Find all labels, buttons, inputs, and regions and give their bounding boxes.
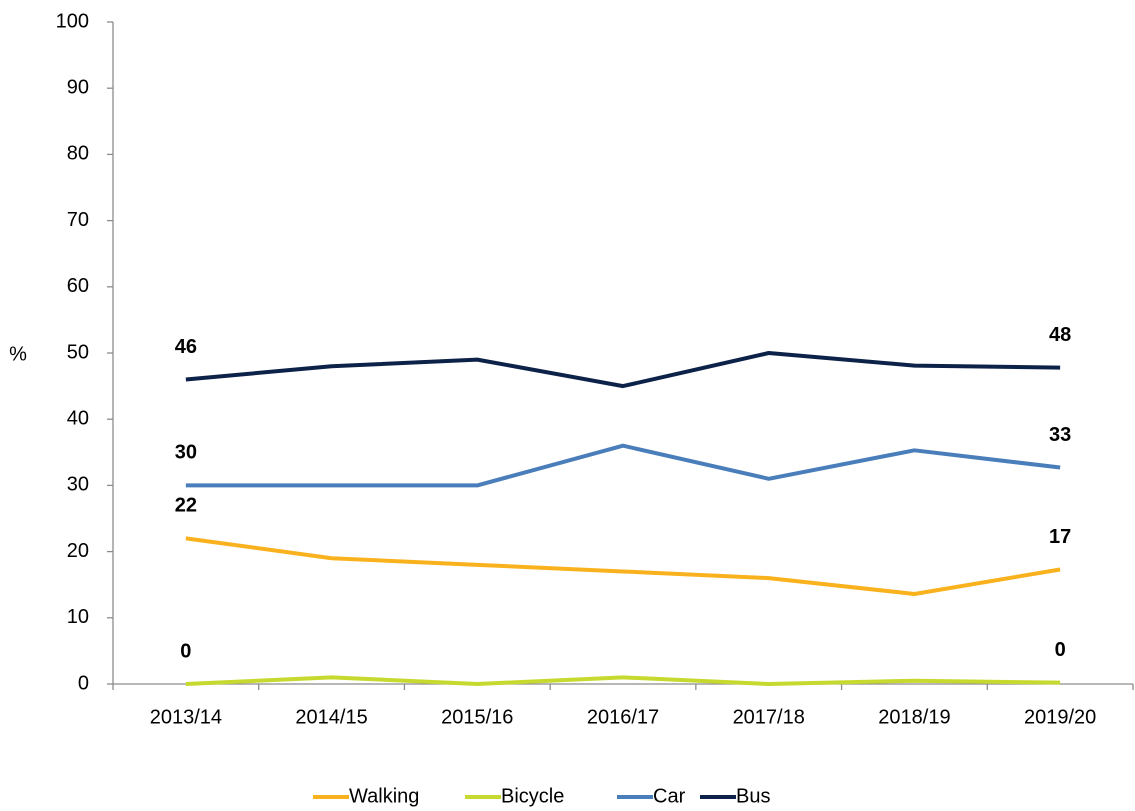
x-tick-label: 2017/18 [733,706,805,728]
legend-label: Car [653,785,686,807]
x-tick-label: 2015/16 [441,706,513,728]
series-line [185,351,1061,389]
data-label: 22 [175,495,197,517]
y-tick-label: 10 [67,606,89,628]
x-tick-label: 2016/17 [587,706,659,728]
data-label: 0 [1055,639,1066,661]
y-tick-label: 100 [56,10,89,32]
series-line [185,536,1061,596]
data-label: 46 [175,336,197,358]
y-tick-label: 30 [67,474,89,496]
x-tick-label: 2013/14 [150,706,222,728]
y-axis-label: % [9,343,27,365]
y-tick-label: 50 [67,341,89,363]
y-tick-label: 60 [67,275,89,297]
legend-label: Bicycle [501,785,564,807]
legend-label: Walking [349,785,419,807]
y-tick-label: 20 [67,540,89,562]
data-label: 30 [175,442,197,464]
data-label: 17 [1049,526,1071,548]
data-label: 33 [1049,424,1071,446]
x-tick-label: 2018/19 [878,706,950,728]
data-label: 48 [1049,324,1071,346]
y-tick-label: 40 [67,407,89,429]
y-tick-label: 90 [67,76,89,98]
y-tick-label: 70 [67,209,89,231]
y-tick-label: 80 [67,143,89,165]
data-label: 0 [180,640,191,662]
y-tick-label: 0 [78,672,89,694]
x-tick-label: 2014/15 [295,706,367,728]
series-line [185,675,1061,686]
x-tick-label: 2019/20 [1024,706,1096,728]
legend-label: Bus [736,785,770,807]
series-line [185,443,1061,488]
